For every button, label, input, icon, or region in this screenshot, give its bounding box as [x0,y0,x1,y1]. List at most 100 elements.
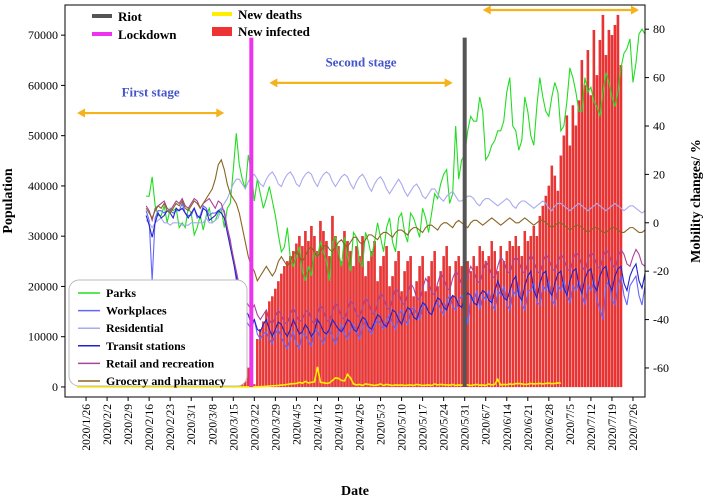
new-infected-bar [439,271,442,388]
new-infected-bar [304,230,307,388]
stage-arrow-head-left [482,5,491,15]
new-infected-bar [532,225,536,388]
x-tick-label: 2020/3/22 [249,404,261,451]
new-infected-bar [499,246,502,388]
new-infected-bar [505,251,509,388]
x-tick-label: 2020/6/21 [523,404,535,451]
new-infected-bar [451,296,454,388]
new-infected-bar [592,29,596,388]
mobility-line-grocery-and-pharmacy [145,158,645,283]
new-infected-bar [412,296,415,388]
new-infected-bar [478,246,481,388]
new-infected-bar [520,256,524,388]
x-tick-label: 2020/2/2 [102,404,114,445]
right-tick-label: 60 [653,71,665,85]
new-infected-bar [535,236,539,388]
new-infected-bar [298,236,301,388]
left-axis-title: Population [1,168,16,234]
right-tick-label: 80 [653,22,665,36]
left-tick-label: 20000 [28,279,58,293]
x-tick-label: 2020/4/5 [291,404,303,445]
new-infected-bar [325,241,328,388]
new-infected-bar [472,256,475,388]
new-infected-bar [454,261,457,388]
right-axis-title: Mobility changes/ % [689,139,704,263]
new-infected-bar [280,273,283,388]
new-infected-bar [550,165,554,388]
stage-arrow-head-left [269,78,278,88]
new-infected-bar [385,246,388,388]
left-y-axis: 0 10000 20000 30000 40000 50000 60000 70000 [28,28,65,394]
legend-label-new-infected: New infected [238,24,311,39]
new-infected-bar [400,291,403,388]
new-infected-bar [448,266,451,388]
new-infected-bar [355,246,358,388]
new-infected-bar [541,205,545,388]
x-tick-label: 2020/7/12 [586,404,598,451]
x-tick-label: 2020/6/14 [502,404,514,451]
new-infected-bar [571,105,575,388]
x-axis: 2020/1/26 2020/2/2 2020/2/9 2020/2/16 2020/2… [81,397,640,451]
new-infected-bar [577,100,581,388]
right-tick-label: -40 [653,313,669,327]
right-tick-label: -20 [653,264,669,278]
x-tick-label: 2020/1/26 [81,404,93,451]
mobility-series [145,28,645,351]
new-infected-bar [409,256,412,388]
new-infected-bar [256,339,259,388]
new-infected-bar [427,276,430,388]
right-tick-label: 40 [653,119,665,133]
mobility-line-retail-and-recreation [145,197,645,326]
mobility-legend-label: Workplaces [106,304,167,318]
stage-arrow-head-right [216,108,225,118]
x-tick-label: 2020/2/23 [165,404,177,451]
x-axis-title: Date [341,484,369,499]
mobility-line-parks [146,28,645,282]
new-infected-bar [508,241,512,388]
new-infected-bar [616,14,620,388]
new-infected-bar [565,115,569,388]
legend-label-lockdown: Lockdown [118,27,177,42]
new-infected-bar [514,236,518,388]
new-infected-bar [475,266,478,388]
new-deaths-line [77,366,561,388]
top-legend: Riot Lockdown New deaths New infected [92,7,311,42]
x-tick-label: 2020/3/29 [270,404,282,451]
new-infected-bar [610,35,614,388]
new-infected-bar [574,125,578,388]
new-infected-bar [391,276,394,388]
x-tick-label: 2020/7/5 [565,404,577,445]
legend-label-riot: Riot [118,9,143,24]
mobility-legend: Parks Workplaces Residential Transit statio… [68,279,248,388]
legend-swatch-new-infected [212,27,232,36]
new-infected-bar [580,60,584,388]
plot-frame [64,4,646,398]
x-tick-label: 2020/5/3 [376,404,388,445]
new-infected-bar [247,367,250,388]
new-infected-bar [415,281,418,388]
new-infected-bar [613,24,617,388]
new-infected-bar [487,256,490,388]
new-infected-bar [604,55,608,388]
new-infected-bar [343,230,346,388]
new-infected-bar [364,276,367,388]
new-infected-bar [517,246,521,388]
mobility-legend-label: Retail and recreation [106,356,215,370]
x-tick-label: 2020/5/24 [439,404,451,451]
x-tick-label: 2020/2/9 [123,404,135,445]
new-deaths-series [77,366,561,388]
mobility-legend-label: Parks [106,286,136,300]
right-tick-label: 0 [653,216,659,230]
new-infected-bar [349,251,352,388]
new-infected-bar [445,246,448,388]
left-tick-label: 30000 [28,229,58,243]
new-infected-bar [511,246,515,388]
new-infected-bar [583,85,587,388]
new-infected-bar [484,261,487,388]
new-infected-bar [376,281,379,388]
x-tick-label: 2020/7/19 [607,404,619,451]
x-tick-label: 2020/5/31 [460,404,472,451]
left-tick-label: 50000 [28,129,58,143]
